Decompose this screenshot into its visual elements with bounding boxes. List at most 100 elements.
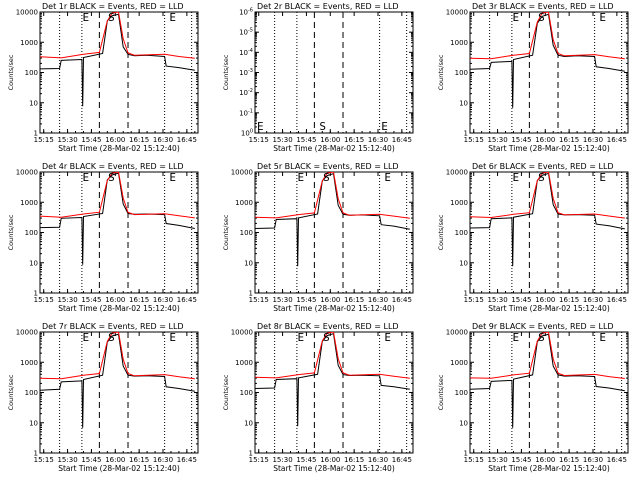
interval-marker-e: E — [82, 171, 89, 184]
y-tick-label: 1000 — [235, 359, 253, 367]
x-tick-label: 16:00 — [320, 296, 340, 304]
x-tick-label: 16:45 — [177, 296, 197, 304]
x-tick-label: 15:45 — [511, 136, 531, 144]
y-tick-label: 10 — [244, 419, 253, 427]
x-tick-label: 16:45 — [392, 136, 412, 144]
x-tick-label: 16:15 — [129, 136, 149, 144]
y-tick-label: 1000 — [235, 199, 253, 207]
x-tick-label: 15:30 — [487, 136, 507, 144]
x-tick-label: 15:15 — [464, 296, 484, 304]
y-tick-label: 10-2 — [239, 88, 253, 97]
y-tick-exponent: -4 — [248, 48, 253, 54]
y-tick-label: 1000 — [20, 39, 38, 47]
interval-marker-s: S — [108, 11, 115, 24]
plot-panel-5: Det 5r BLACK = Events, RED = LLD 10000 100… — [222, 162, 414, 313]
y-tick-label: 10000 — [16, 329, 38, 337]
interval-marker-e: E — [599, 11, 606, 24]
series-events-line — [40, 172, 195, 265]
y-axis-label: Counts/sec — [437, 54, 445, 90]
plot-frame — [39, 171, 199, 294]
plot-panel-7: Det 7r BLACK = Events, RED = LLD 10000 100… — [7, 322, 199, 473]
y-axis-label: Counts/sec — [7, 374, 15, 410]
interval-marker-s: S — [538, 11, 545, 24]
y-tick-label: 10000 — [231, 169, 253, 177]
x-axis-label: Start Time (28-Mar-02 15:12:40) — [273, 144, 395, 153]
x-tick-label: 15:30 — [487, 456, 507, 464]
x-tick-label: 15:45 — [81, 296, 101, 304]
x-tick-label: 16:15 — [559, 456, 579, 464]
y-axis-label: Counts/sec — [7, 214, 15, 250]
y-axis-label: Counts/sec — [222, 54, 230, 90]
y-tick-exponent: 0 — [250, 129, 253, 135]
interval-marker-e: E — [512, 11, 519, 24]
x-tick-label: 16:00 — [535, 136, 555, 144]
x-tick-label: 16:30 — [583, 136, 603, 144]
x-axis-label: Start Time (28-Mar-02 15:12:40) — [488, 144, 610, 153]
y-tick-label: 100 — [241, 129, 253, 138]
interval-marker-e: E — [381, 120, 388, 133]
x-axis-label: Start Time (28-Mar-02 15:12:40) — [488, 464, 610, 473]
y-tick-label: 1000 — [450, 39, 468, 47]
plot-panel-8: Det 8r BLACK = Events, RED = LLD 10000 100… — [222, 322, 414, 473]
series-events-line — [470, 13, 625, 108]
y-tick-label: 10-3 — [239, 68, 253, 77]
y-tick-label: 1 — [34, 290, 38, 298]
plot-frame — [254, 331, 414, 454]
x-axis-label: Start Time (28-Mar-02 15:12:40) — [58, 304, 180, 313]
x-tick-label: 16:30 — [583, 296, 603, 304]
y-axis-label: Counts/sec — [7, 54, 15, 90]
series-events-line — [255, 173, 410, 267]
x-tick-label: 16:00 — [105, 136, 125, 144]
y-tick-label: 10-1 — [239, 108, 253, 117]
y-tick-exponent: -1 — [248, 108, 253, 114]
x-tick-label: 15:30 — [57, 136, 77, 144]
plot-title: Det 2r BLACK = Events, RED = LLD — [257, 2, 399, 11]
x-tick-label: 16:00 — [320, 136, 340, 144]
x-tick-label: 16:00 — [535, 296, 555, 304]
y-tick-exponent: -6 — [248, 8, 253, 14]
y-tick-exponent: -3 — [248, 68, 253, 74]
series-lld-line — [40, 172, 195, 219]
plot-panel-9: Det 9r BLACK = Events, RED = LLD 10000 100… — [437, 322, 629, 473]
y-axis-label: Counts/sec — [222, 214, 230, 250]
plot-frame — [254, 11, 414, 134]
x-tick-label: 16:45 — [607, 456, 627, 464]
y-tick-label: 100 — [455, 389, 468, 397]
x-tick-label: 16:30 — [368, 456, 388, 464]
plot-panel-2: Det 2r BLACK = Events, RED = LLD 10-6 10-5… — [222, 2, 414, 153]
plot-title: Det 3r BLACK = Events, RED = LLD — [472, 2, 614, 11]
interval-marker-e: E — [82, 331, 89, 344]
series-events-line — [470, 172, 625, 267]
y-tick-label: 10 — [29, 259, 38, 267]
x-tick-label: 15:45 — [511, 296, 531, 304]
interval-marker-e: E — [82, 11, 89, 24]
x-tick-label: 15:15 — [249, 296, 269, 304]
x-tick-label: 15:15 — [249, 456, 269, 464]
x-tick-label: 16:15 — [344, 456, 364, 464]
series-events-line — [470, 333, 625, 428]
x-tick-label: 15:15 — [464, 136, 484, 144]
series-lld-line — [470, 172, 625, 219]
y-tick-label: 10-6 — [239, 8, 253, 17]
x-axis-label: Start Time (28-Mar-02 15:12:40) — [58, 464, 180, 473]
y-tick-label: 1 — [34, 450, 38, 458]
x-tick-label: 15:45 — [511, 456, 531, 464]
x-tick-label: 16:45 — [392, 456, 412, 464]
x-tick-label: 15:45 — [296, 296, 316, 304]
x-tick-label: 16:00 — [320, 456, 340, 464]
x-tick-label: 15:15 — [464, 456, 484, 464]
x-tick-label: 15:30 — [272, 136, 292, 144]
plot-title: Det 9r BLACK = Events, RED = LLD — [472, 322, 614, 331]
plot-title: Det 4r BLACK = Events, RED = LLD — [42, 162, 184, 171]
x-tick-label: 16:45 — [177, 136, 197, 144]
x-tick-label: 16:15 — [559, 296, 579, 304]
plot-panel-3: Det 3r BLACK = Events, RED = LLD 10000 100… — [437, 2, 629, 153]
y-tick-label: 10000 — [446, 329, 468, 337]
x-axis-label: Start Time (28-Mar-02 15:12:40) — [58, 144, 180, 153]
x-tick-label: 15:30 — [272, 296, 292, 304]
x-tick-label: 15:45 — [81, 456, 101, 464]
x-tick-label: 16:30 — [153, 296, 173, 304]
y-tick-label: 1000 — [20, 199, 38, 207]
interval-marker-s: S — [323, 331, 330, 344]
y-tick-label: 1 — [464, 450, 468, 458]
